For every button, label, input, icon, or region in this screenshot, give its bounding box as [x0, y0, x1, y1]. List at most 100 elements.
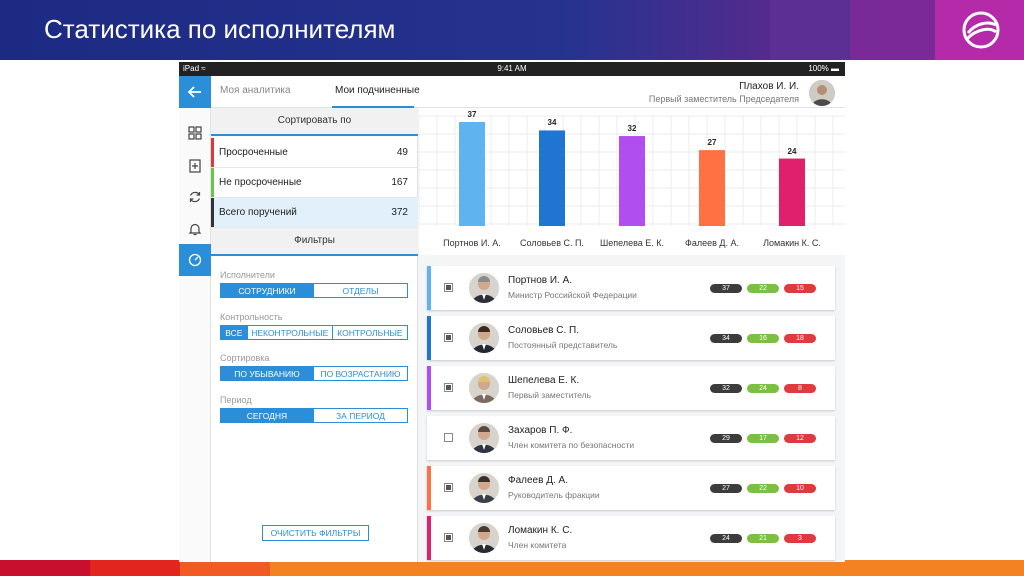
- badge-total: 32: [710, 384, 742, 393]
- add-document-icon: [189, 159, 201, 173]
- executor-accent: [427, 466, 431, 510]
- badge-total: 29: [710, 434, 742, 443]
- badge-overdue: 18: [784, 334, 816, 343]
- sort-row-label: Всего поручений: [219, 207, 297, 218]
- filter-option-departments[interactable]: ОТДЕЛЫ: [314, 284, 407, 297]
- bell-icon: [188, 223, 202, 236]
- badge-total: 27: [710, 484, 742, 493]
- sort-header: Сортировать по: [211, 108, 418, 136]
- chart-category-label: Портнов И. А.: [443, 238, 501, 248]
- refresh-icon: [189, 191, 201, 203]
- chart-value-label: 24: [787, 146, 797, 156]
- executor-accent: [427, 316, 431, 360]
- executor-position: Член комитета: [508, 540, 567, 550]
- executor-card[interactable]: Шепелева Е. К. Первый заместитель 32 24 8: [427, 366, 835, 410]
- filter-control: ВСЕ НЕКОНТРОЛЬНЫЕ КОНТРОЛЬНЫЕ: [220, 325, 408, 340]
- clear-filters-button[interactable]: ОЧИСТИТЬ ФИЛЬТРЫ: [262, 525, 369, 541]
- notifications-button[interactable]: [179, 214, 211, 244]
- executor-checkbox[interactable]: [444, 483, 453, 492]
- executor-avatar: [469, 323, 499, 353]
- user-avatar[interactable]: [809, 80, 835, 106]
- executor-checkbox[interactable]: [444, 533, 453, 542]
- badge-on-time: 22: [747, 284, 779, 293]
- chart-category-label: Фалеев Д. А.: [685, 238, 739, 248]
- statistics-button[interactable]: [179, 244, 211, 276]
- sort-row-color: [211, 138, 214, 167]
- filter-option-control[interactable]: КОНТРОЛЬНЫЕ: [332, 326, 407, 339]
- refresh-button[interactable]: [179, 182, 211, 212]
- executor-position: Член комитета по безопасности: [508, 440, 635, 450]
- battery-indicator: 100% ▬: [808, 64, 839, 73]
- filter-option-ascending[interactable]: ПО ВОЗРАСТАНИЮ: [314, 367, 407, 380]
- dashboard-button[interactable]: [179, 118, 211, 148]
- executor-card[interactable]: Ломакин К. С. Член комитета 24 21 3: [427, 516, 835, 560]
- chart-category-label: Шепелева Е. К.: [599, 238, 665, 248]
- sort-row-total[interactable]: Всего поручений 372: [211, 198, 418, 228]
- executor-checkbox[interactable]: [444, 383, 453, 392]
- tablet-screen: iPad ≈ 9:41 AM 100% ▬: [179, 62, 845, 562]
- executor-card[interactable]: Соловьев С. П. Постоянный представитель 34…: [427, 316, 835, 360]
- filter-option-for-period[interactable]: ЗА ПЕРИОД: [314, 409, 407, 422]
- tab-my-analytics[interactable]: Моя аналитика: [220, 85, 291, 96]
- executor-avatar: [469, 423, 499, 453]
- badge-overdue: 12: [784, 434, 816, 443]
- add-document-button[interactable]: [179, 151, 211, 181]
- executor-accent: [427, 266, 431, 310]
- chart-bar[interactable]: [619, 136, 645, 226]
- arrow-left-icon: [188, 86, 201, 98]
- executor-position: Первый заместитель: [508, 390, 592, 400]
- sort-row-value: 49: [396, 147, 408, 158]
- filter-label-period: Период: [220, 395, 252, 405]
- filter-label-sorting: Сортировка: [220, 353, 270, 363]
- sort-row-value: 167: [391, 177, 408, 188]
- portrait-icon: [469, 523, 499, 553]
- executor-list: Портнов И. А. Министр Российской Федераци…: [427, 266, 835, 562]
- grid-icon: [188, 126, 202, 140]
- executor-card[interactable]: Портнов И. А. Министр Российской Федераци…: [427, 266, 835, 310]
- gauge-icon: [188, 253, 202, 267]
- tab-my-subordinates[interactable]: Мои подчиненные: [335, 85, 420, 96]
- clock: 9:41 AM: [497, 64, 527, 73]
- filter-option-all[interactable]: ВСЕ: [221, 326, 248, 339]
- filter-executors: СОТРУДНИКИ ОТДЕЛЫ: [220, 283, 408, 298]
- executor-avatar: [469, 523, 499, 553]
- executor-checkbox[interactable]: [444, 433, 453, 442]
- badge-total: 24: [710, 534, 742, 543]
- portrait-icon: [469, 423, 499, 453]
- executor-position: Постоянный представитель: [508, 340, 618, 350]
- sort-row-label: Не просроченные: [219, 177, 302, 188]
- executor-checkbox[interactable]: [444, 283, 453, 292]
- status-bar: iPad ≈ 9:41 AM 100% ▬: [179, 62, 845, 76]
- sort-row-color: [211, 168, 214, 197]
- chart-value-label: 34: [547, 118, 557, 128]
- badge-on-time: 16: [747, 334, 779, 343]
- filter-option-today[interactable]: СЕГОДНЯ: [221, 409, 314, 422]
- badge-on-time: 24: [747, 384, 779, 393]
- chart-category-label: Соловьев С. П.: [520, 238, 584, 248]
- chart-bar[interactable]: [779, 158, 805, 226]
- back-button[interactable]: [179, 76, 211, 108]
- chart-plot: [419, 115, 845, 226]
- chart-bar[interactable]: [459, 122, 485, 226]
- sort-row-not-overdue[interactable]: Не просроченные 167: [211, 168, 418, 198]
- badge-overdue: 8: [784, 384, 816, 393]
- portrait-icon: [469, 373, 499, 403]
- nav-rail: [179, 76, 211, 562]
- chart-bar[interactable]: [539, 130, 565, 226]
- sort-row-overdue[interactable]: Просроченные 49: [211, 138, 418, 168]
- badge-on-time: 21: [747, 534, 779, 543]
- badge-on-time: 22: [747, 484, 779, 493]
- executor-card[interactable]: Фалеев Д. А. Руководитель фракции 27 22 10: [427, 466, 835, 510]
- left-panel: Сортировать по Просроченные 49 Не просро…: [211, 108, 418, 562]
- chart-bar[interactable]: [699, 150, 725, 226]
- executor-accent: [427, 366, 431, 410]
- executor-checkbox[interactable]: [444, 333, 453, 342]
- badge-on-time: 17: [747, 434, 779, 443]
- filter-option-non-control[interactable]: НЕКОНТРОЛЬНЫЕ: [247, 326, 333, 339]
- filter-option-descending[interactable]: ПО УБЫВАНИЮ: [221, 367, 314, 380]
- badge-total: 37: [710, 284, 742, 293]
- executor-card[interactable]: Захаров П. Ф. Член комитета по безопаснос…: [427, 416, 835, 460]
- portrait-icon: [469, 323, 499, 353]
- filter-option-employees[interactable]: СОТРУДНИКИ: [221, 284, 314, 297]
- chart-value-label: 32: [627, 124, 637, 134]
